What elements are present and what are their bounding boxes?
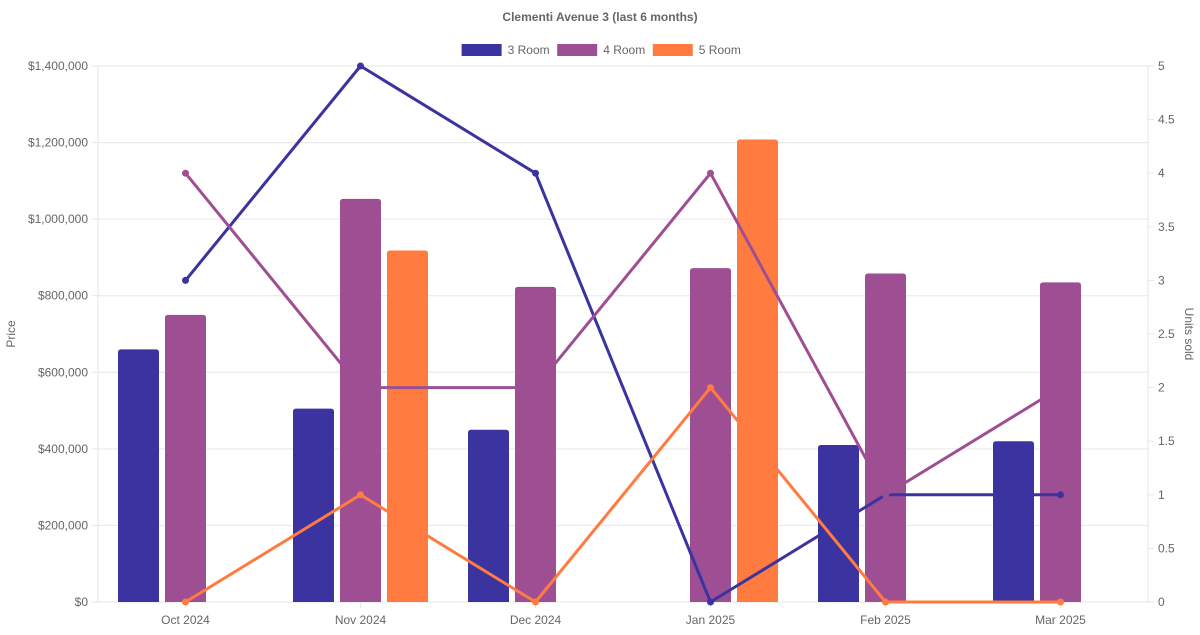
price-bar-4-room xyxy=(340,198,381,602)
axes: $0 $200,000 $400,000 $600,000 $800,000 $1,000… xyxy=(28,59,1175,627)
price-bar-4-room xyxy=(865,273,906,602)
price-bar-3-room xyxy=(293,408,334,602)
units-point-5-room xyxy=(357,491,364,499)
y-left-tick-label: $1,200,000 xyxy=(28,136,88,150)
legend-swatch-5-room xyxy=(652,44,693,56)
x-tick-label: Mar 2025 xyxy=(1035,613,1086,627)
y-right-axis-title: Units sold xyxy=(1182,308,1196,361)
gridlines xyxy=(92,65,1154,608)
units-point-5-room xyxy=(1057,598,1064,606)
units-point-4-room xyxy=(182,169,189,177)
y-left-tick-label: $800,000 xyxy=(38,289,88,303)
price-bar-4-room xyxy=(165,314,206,602)
y-left-tick-label: $1,400,000 xyxy=(28,59,88,73)
price-bar-5-room xyxy=(387,250,428,602)
y-left-axis-title: Price xyxy=(4,320,18,348)
y-right-tick-label: 0.5 xyxy=(1158,541,1175,555)
units-point-4-room xyxy=(532,384,539,392)
units-line-5-room xyxy=(184,386,1061,604)
x-tick-label: Nov 2024 xyxy=(335,613,387,627)
legend-label-3-room: 3 Room xyxy=(508,43,550,57)
unit-lines xyxy=(182,62,1064,606)
y-right-tick-label: 3.5 xyxy=(1158,220,1175,234)
x-tick-label: Feb 2025 xyxy=(860,613,911,627)
y-left-tick-label: $0 xyxy=(75,595,89,609)
legend: 3 Room 4 Room 5 Room xyxy=(461,43,741,57)
price-bar-4-room xyxy=(515,286,556,602)
legend-label-5-room: 5 Room xyxy=(699,43,741,57)
units-point-4-room xyxy=(357,384,364,392)
y-left-tick-label: $400,000 xyxy=(38,442,88,456)
price-bar-4-room xyxy=(690,268,731,602)
units-point-3-room xyxy=(707,598,714,606)
legend-label-4-room: 4 Room xyxy=(603,43,645,57)
y-right-tick-label: 3 xyxy=(1158,273,1165,287)
bars xyxy=(118,139,1081,602)
y-left-tick-label: $600,000 xyxy=(38,365,88,379)
units-point-4-room xyxy=(1057,384,1064,392)
units-point-5-room xyxy=(882,598,889,606)
y-right-tick-label: 0 xyxy=(1158,595,1165,609)
legend-swatch-3-room xyxy=(461,44,502,56)
legend-swatch-4-room xyxy=(557,44,598,56)
y-right-tick-label: 4 xyxy=(1158,166,1165,180)
x-tick-label: Jan 2025 xyxy=(686,613,736,627)
units-point-3-room xyxy=(357,62,364,70)
price-bar-3-room xyxy=(993,441,1034,602)
units-point-5-room xyxy=(182,598,189,606)
y-right-tick-label: 1.5 xyxy=(1158,434,1175,448)
units-point-5-room xyxy=(532,598,539,606)
y-right-tick-label: 4.5 xyxy=(1158,113,1175,127)
y-left-tick-label: $1,000,000 xyxy=(28,212,88,226)
price-bar-3-room xyxy=(468,429,509,602)
y-right-tick-label: 5 xyxy=(1158,59,1165,73)
units-line-3-room xyxy=(184,64,1061,604)
price-bar-3-room xyxy=(118,349,159,602)
y-left-tick-label: $200,000 xyxy=(38,518,88,532)
units-point-3-room xyxy=(1057,491,1064,499)
price-bar-5-room xyxy=(737,139,778,602)
units-point-3-room xyxy=(532,169,539,177)
y-right-tick-label: 2 xyxy=(1158,381,1165,395)
x-tick-label: Dec 2024 xyxy=(510,613,562,627)
y-right-tick-label: 2.5 xyxy=(1158,327,1175,341)
units-point-5-room xyxy=(707,384,714,392)
price-bar-4-room xyxy=(1040,282,1081,602)
chart-title: Clementi Avenue 3 (last 6 months) xyxy=(502,10,697,24)
units-point-4-room xyxy=(707,169,714,177)
units-point-4-room xyxy=(882,491,889,499)
x-tick-label: Oct 2024 xyxy=(161,613,210,627)
units-line-4-room xyxy=(184,171,1062,497)
units-point-3-room xyxy=(182,276,189,284)
y-right-tick-label: 1 xyxy=(1158,488,1165,502)
